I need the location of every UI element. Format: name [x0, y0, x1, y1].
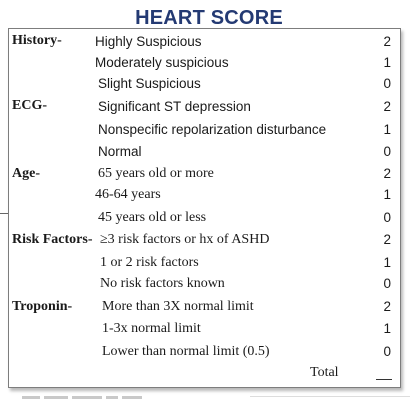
history-item-score: 2: [383, 34, 391, 49]
history-item-label: Slight Suspicious: [98, 76, 201, 91]
heart-score-table: History- Highly Suspicious 2 Moderately …: [8, 28, 401, 388]
risk-item-score: 0: [383, 276, 391, 291]
risk-item-label: ≥3 risk factors or hx of ASHD: [100, 232, 270, 247]
ecg-item-score: 2: [383, 99, 391, 114]
margin-tick: [0, 213, 8, 214]
history-item-label: Highly Suspicious: [95, 34, 202, 49]
risk-item-label: No risk factors known: [100, 276, 225, 291]
history-item-score: 0: [383, 76, 391, 91]
troponin-item-score: 1: [383, 321, 391, 336]
age-item-score: 1: [383, 187, 391, 202]
troponin-category: Troponin-: [12, 299, 73, 314]
ecg-item-score: 0: [383, 144, 391, 159]
heart-score-title: HEART SCORE: [135, 7, 283, 29]
total-blank-line: [376, 379, 392, 380]
troponin-item-score: 0: [383, 344, 391, 359]
ecg-item-label: Nonspecific repolarization disturbance: [98, 122, 327, 137]
age-category: Age-: [12, 166, 40, 181]
ecg-category: ECG-: [12, 98, 47, 113]
troponin-item-score: 2: [383, 299, 391, 314]
age-item-score: 2: [383, 166, 391, 181]
age-item-label: 45 years old or less: [98, 210, 207, 225]
ecg-item-label: Normal: [98, 144, 142, 159]
age-item-score: 0: [383, 210, 391, 225]
risk-item-score: 2: [383, 232, 391, 247]
ecg-item-score: 1: [383, 122, 391, 137]
total-label: Total: [310, 365, 339, 380]
age-item-label: 46-64 years: [95, 187, 161, 202]
risk-item-score: 1: [383, 255, 391, 270]
faded-caption: [22, 392, 172, 401]
history-item-score: 1: [383, 55, 391, 70]
risk-item-label: 1 or 2 risk factors: [100, 255, 199, 270]
ecg-item-label: Significant ST depression: [98, 99, 251, 114]
troponin-item-label: More than 3X normal limit: [102, 299, 254, 314]
age-item-label: 65 years old or more: [98, 166, 214, 181]
history-category: History-: [12, 33, 62, 48]
faded-divider: [250, 396, 410, 397]
risk-factors-category: Risk Factors-: [12, 232, 93, 247]
troponin-item-label: 1-3x normal limit: [102, 321, 201, 336]
history-item-label: Moderately suspicious: [95, 55, 229, 70]
troponin-item-label: Lower than normal limit (0.5): [102, 344, 270, 359]
